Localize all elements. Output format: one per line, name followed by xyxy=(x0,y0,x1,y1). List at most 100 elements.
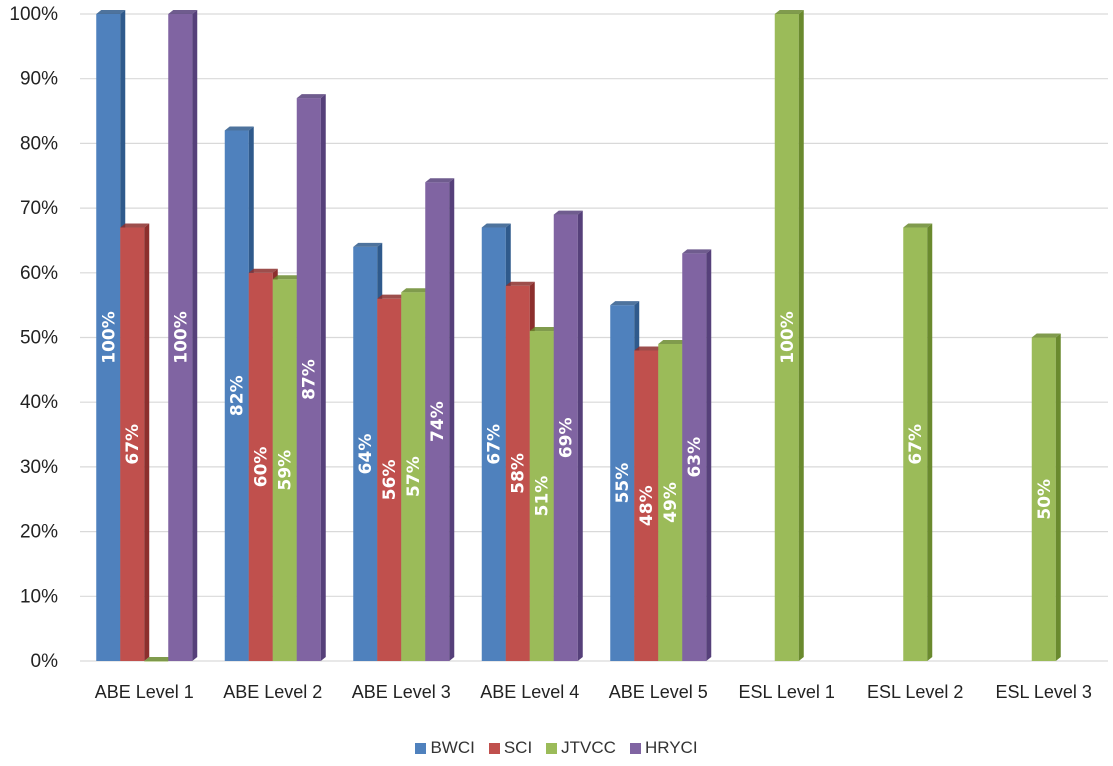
data-label: 100% xyxy=(171,311,191,364)
data-label: 56% xyxy=(380,459,400,500)
data-label: 74% xyxy=(428,401,448,442)
legend-swatch xyxy=(415,742,427,754)
bar-bwci xyxy=(96,14,121,661)
y-tick-label: 50% xyxy=(20,328,58,349)
bar-side-hryci xyxy=(449,178,455,661)
data-label: 48% xyxy=(637,485,657,526)
bar-top-jtvcc xyxy=(529,327,559,332)
x-category-label: ABE Level 4 xyxy=(480,682,579,702)
bar-side-jtvcc xyxy=(927,223,933,661)
bar-top-sci xyxy=(377,294,407,299)
legend-label: BWCI xyxy=(430,738,475,757)
x-category-label: ABE Level 2 xyxy=(223,682,322,702)
bar-top-hryci xyxy=(682,249,712,254)
bar-side-hryci xyxy=(192,10,198,661)
x-category-label: ESL Level 1 xyxy=(739,682,835,702)
x-category-label: ABE Level 3 xyxy=(352,682,451,702)
bar-top-sci xyxy=(120,223,150,228)
bar-top-jtvcc xyxy=(658,339,688,344)
bar-top-bwci xyxy=(224,126,254,131)
bar-top-jtvcc xyxy=(1031,333,1061,338)
legend-swatch xyxy=(488,742,500,754)
bar-hryci xyxy=(168,14,193,661)
y-tick-label: 100% xyxy=(9,4,58,25)
y-tick-label: 80% xyxy=(20,133,58,154)
data-label: 67% xyxy=(906,424,926,465)
bar-jtvcc xyxy=(529,331,554,661)
data-label: 87% xyxy=(300,359,320,400)
legend-swatch xyxy=(546,742,558,754)
bar-hryci xyxy=(425,182,450,661)
bar-sci xyxy=(634,350,659,661)
data-label: 59% xyxy=(276,450,296,491)
data-label: 69% xyxy=(557,417,577,458)
bar-top-hryci xyxy=(296,94,326,99)
bar-side-jtvcc xyxy=(798,10,804,661)
bar-jtvcc xyxy=(272,279,297,661)
data-label: 100% xyxy=(778,311,798,364)
data-label: 50% xyxy=(1035,479,1055,520)
bar-jtvcc xyxy=(658,343,683,661)
bar-side-hryci xyxy=(706,249,712,661)
bar-sci xyxy=(248,272,273,661)
legend-item: SCI xyxy=(488,738,532,758)
y-tick-label: 0% xyxy=(31,651,59,672)
data-label: 67% xyxy=(123,424,143,465)
data-label: 64% xyxy=(356,434,376,475)
bar-side-hryci xyxy=(577,210,583,661)
y-tick-label: 30% xyxy=(20,457,58,478)
bar-sci xyxy=(120,227,145,661)
bars xyxy=(96,10,1061,662)
y-tick-label: 10% xyxy=(20,586,58,607)
bar-top-jtvcc xyxy=(401,288,431,293)
bar-bwci xyxy=(224,130,249,661)
bar-bwci xyxy=(481,227,506,661)
bar-bwci xyxy=(353,246,378,662)
bar-hryci xyxy=(682,253,707,661)
y-tick-label: 70% xyxy=(20,198,58,219)
bar-top-hryci xyxy=(425,178,455,183)
data-label: 58% xyxy=(509,453,529,494)
bar-jtvcc xyxy=(401,292,426,661)
y-tick-label: 90% xyxy=(20,69,58,90)
bar-top-sci xyxy=(634,346,664,351)
legend-label: JTVCC xyxy=(561,738,616,757)
x-category-label: ESL Level 3 xyxy=(996,682,1092,702)
data-label: 63% xyxy=(685,437,705,478)
data-label: 51% xyxy=(533,476,553,517)
bar-top-sci xyxy=(505,281,535,286)
data-label: 49% xyxy=(661,482,681,523)
legend-label: HRYCI xyxy=(644,738,698,757)
x-axis-category-labels: ABE Level 1 ABE Level 2 ABE Level 3 ABE Lev… xyxy=(95,682,1092,702)
bar-top-jtvcc xyxy=(774,10,804,14)
bar-jtvcc xyxy=(144,661,169,662)
bar-top-jtvcc xyxy=(903,223,933,228)
bar-side-jtvcc xyxy=(1055,333,1061,661)
data-label: 60% xyxy=(252,447,272,488)
bar-chart: 0% 10% 20% 30% 40% 50% 60% 70% 80% 90% 100% 100% 67… xyxy=(9,4,1108,702)
x-category-label: ESL Level 2 xyxy=(867,682,963,702)
legend-item: HRYCI xyxy=(629,738,698,758)
y-tick-label: 40% xyxy=(20,392,58,413)
bar-jtvcc xyxy=(1031,337,1056,661)
bar-jtvcc xyxy=(903,227,928,661)
bar-side-hryci xyxy=(320,94,326,662)
bar-top-bwci xyxy=(481,223,511,228)
data-labels: 100%67%100%82%60% 59%87%64%56% 57%74%67%58… xyxy=(99,311,1055,526)
data-label: 100% xyxy=(99,311,119,364)
legend-swatch xyxy=(629,742,641,754)
x-category-label: ABE Level 5 xyxy=(609,682,708,702)
bar-bwci xyxy=(610,305,635,661)
y-axis-tick-labels: 0% 10% 20% 30% 40% 50% 60% 70% 80% 90% 100% xyxy=(9,4,58,672)
bar-sci xyxy=(377,298,402,661)
bar-hryci xyxy=(553,214,578,661)
legend-item: BWCI xyxy=(415,738,475,758)
bar-side-sci xyxy=(144,223,150,661)
bar-jtvcc xyxy=(774,14,799,661)
data-label: 55% xyxy=(613,463,633,504)
bar-top-jtvcc xyxy=(272,275,302,280)
bar-top-hryci xyxy=(168,10,198,14)
y-tick-label: 60% xyxy=(20,263,58,284)
bar-top-bwci xyxy=(96,10,126,14)
bar-top-hryci xyxy=(553,210,583,215)
